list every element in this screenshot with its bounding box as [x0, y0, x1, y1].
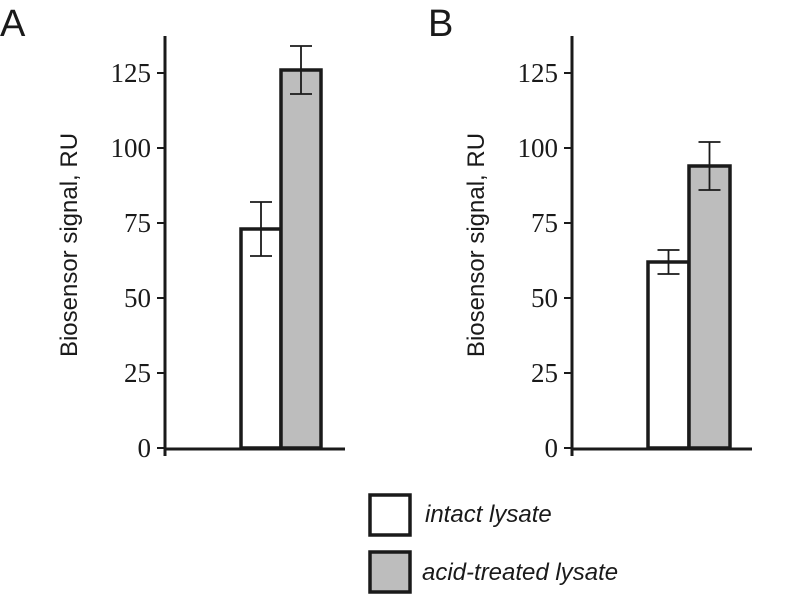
y-tick-label: 0	[138, 433, 152, 463]
bar-acid-treated-lysate	[687, 164, 732, 450]
y-tick-label: 50	[531, 283, 558, 313]
error-bar	[657, 249, 680, 275]
chart-panels: A Biosensor signal, RU 0 25 50 75 100 125 B Biose…	[0, 3, 752, 463]
bar-intact-lysate	[646, 260, 691, 450]
y-tick-label: 75	[124, 208, 151, 238]
chart-panel-b: B Biosensor signal, RU 0 25 50 75 100 125	[428, 3, 752, 463]
chart-panel-a: A Biosensor signal, RU 0 25 50 75 100 125	[0, 3, 345, 463]
y-tick-label: 25	[531, 358, 558, 388]
panel-label: A	[0, 3, 26, 45]
bar-acid-treated-lysate	[279, 68, 323, 450]
bar-intact-lysate	[239, 227, 283, 450]
y-tick-label: 50	[124, 283, 151, 313]
legend-label-intact: intact lysate	[425, 501, 552, 528]
y-tick-label: 125	[518, 58, 559, 88]
y-tick-label: 25	[124, 358, 151, 388]
y-axis-label: Biosensor signal, RU	[463, 133, 490, 357]
legend-label-acid-treated: acid-treated lysate	[422, 559, 618, 586]
y-axis-label: Biosensor signal, RU	[56, 133, 83, 357]
error-bar	[250, 201, 272, 257]
error-bar	[698, 141, 721, 191]
y-tick-label: 100	[518, 133, 559, 163]
y-tick-label: 125	[111, 58, 152, 88]
legend-swatch-intact	[368, 493, 412, 537]
y-tick-label: 75	[531, 208, 558, 238]
y-tick-label: 100	[111, 133, 152, 163]
legend: intact lysate acid-treated lysate	[368, 493, 618, 594]
y-tick-label: 0	[545, 433, 559, 463]
panel-label: B	[428, 3, 453, 45]
legend-swatch-acid-treated	[368, 550, 412, 594]
error-bar	[290, 45, 312, 95]
